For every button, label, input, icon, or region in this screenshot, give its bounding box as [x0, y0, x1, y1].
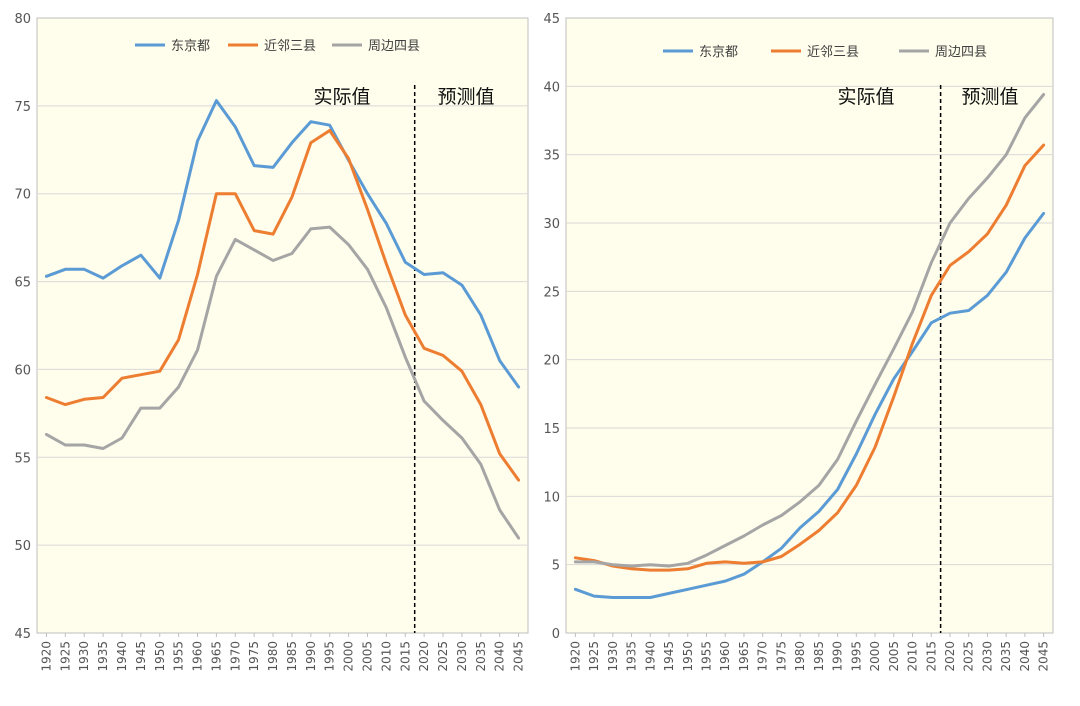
x-tick-label: 1970: [228, 641, 242, 672]
y-tick-label: 0: [552, 627, 560, 642]
y-tick-label: 70: [14, 188, 31, 203]
x-tick-label: 1965: [737, 641, 751, 672]
x-tick-label: 1935: [625, 641, 639, 672]
x-tick-label: 1950: [153, 641, 167, 672]
x-tick-label: 2035: [999, 641, 1013, 672]
x-tick-label: 1980: [793, 641, 807, 672]
x-tick-label: 2005: [360, 641, 374, 672]
x-tick-label: 2030: [455, 641, 469, 672]
x-tick-label: 1945: [134, 641, 148, 672]
y-tick-label: 10: [543, 490, 560, 505]
series-line-2: [573, 143, 1046, 572]
x-tick-label: 1960: [718, 641, 732, 672]
y-tick-label: 30: [543, 217, 560, 232]
legend-label: 近邻三县: [807, 45, 859, 60]
x-tick-label: 1950: [681, 641, 695, 672]
x-tick-label: 2025: [962, 641, 976, 672]
x-tick-label: 1945: [662, 641, 676, 672]
x-tick-label: 2000: [342, 641, 356, 672]
x-tick-label: 1940: [115, 641, 129, 672]
x-tick-label: 2040: [493, 641, 507, 672]
actual-label: 实际值: [837, 86, 894, 108]
legend-label: 周边四县: [935, 45, 987, 60]
legend-label: 东京都: [171, 39, 210, 54]
x-tick-label: 1925: [58, 641, 72, 672]
series-line-3: [44, 225, 521, 540]
y-tick-label: 5: [552, 559, 560, 574]
x-tick-label: 2000: [868, 641, 882, 672]
x-tick-label: 1960: [191, 641, 205, 672]
plot-area: [565, 17, 1054, 634]
forecast-label: 预测值: [961, 86, 1018, 108]
series-line-1: [573, 211, 1046, 599]
y-tick-label: 55: [14, 451, 31, 466]
y-tick-label: 40: [543, 80, 560, 95]
y-tick-label: 80: [14, 12, 31, 27]
y-tick-label: 25: [543, 285, 560, 300]
x-tick-label: 1975: [247, 641, 261, 672]
x-tick-label: 2045: [1037, 641, 1051, 672]
x-tick-label: 2015: [398, 641, 412, 672]
x-tick-label: 2035: [474, 641, 488, 672]
x-tick-label: 1990: [831, 641, 845, 672]
x-tick-label: 2030: [980, 641, 994, 672]
actual-label: 实际值: [313, 86, 370, 108]
y-tick-label: 45: [543, 12, 560, 27]
x-tick-label: 1930: [77, 641, 91, 672]
x-tick-label: 1970: [756, 641, 770, 672]
legend: 东京都 近邻三县 周边四县: [135, 39, 420, 54]
x-tick-label: 1995: [323, 641, 337, 672]
x-tick-label: 2010: [906, 641, 920, 672]
x-tick-label: 1980: [266, 641, 280, 672]
y-tick-label: 15: [543, 422, 560, 437]
x-tick-label: 1985: [285, 641, 299, 672]
y-tick-label: 75: [14, 100, 31, 115]
x-tick-label: 1955: [699, 641, 713, 672]
series-line-3: [573, 93, 1046, 568]
x-tick-label: 2040: [1018, 641, 1032, 672]
x-tick-label: 1940: [643, 641, 657, 672]
forecast-label: 预测值: [437, 86, 494, 108]
x-tick-label: 2020: [943, 641, 957, 672]
x-tick-label: 2045: [512, 641, 526, 672]
x-tick-label: 1965: [209, 641, 223, 672]
y-tick-label: 65: [14, 276, 31, 291]
legend-label: 东京都: [699, 45, 738, 60]
x-tick-label: 2010: [379, 641, 393, 672]
x-tick-label: 2015: [924, 641, 938, 672]
chart-1: 45 50 55 60 65 70 75 80 1920 1925 1930 1935 1940 1945…: [14, 12, 529, 672]
x-tick-label: 2005: [887, 641, 901, 672]
x-tick-label: 2020: [417, 641, 431, 672]
series-line-1: [44, 99, 521, 389]
x-tick-label: 1975: [774, 641, 788, 672]
legend-label: 近邻三县: [264, 39, 316, 54]
x-tick-label: 1925: [587, 641, 601, 672]
x-tick-label: 1990: [304, 641, 318, 672]
x-tick-label: 1920: [568, 641, 582, 672]
legend-label: 周边四县: [368, 39, 420, 54]
y-tick-label: 50: [14, 539, 31, 554]
x-tick-label: 1955: [172, 641, 186, 672]
y-tick-label: 20: [543, 354, 560, 369]
x-tick-label: 1995: [849, 641, 863, 672]
series-line-2: [44, 129, 521, 482]
plot-area: [36, 17, 529, 634]
x-tick-label: 1985: [812, 641, 826, 672]
x-tick-label: 2025: [436, 641, 450, 672]
x-tick-label: 1930: [606, 641, 620, 672]
y-tick-label: 45: [14, 627, 31, 642]
legend: 东京都 近邻三县 周边四县: [663, 45, 987, 60]
y-tick-label: 35: [543, 149, 560, 164]
y-tick-label: 60: [14, 363, 31, 378]
x-tick-label: 1935: [96, 641, 110, 672]
x-tick-label: 1920: [39, 641, 53, 672]
